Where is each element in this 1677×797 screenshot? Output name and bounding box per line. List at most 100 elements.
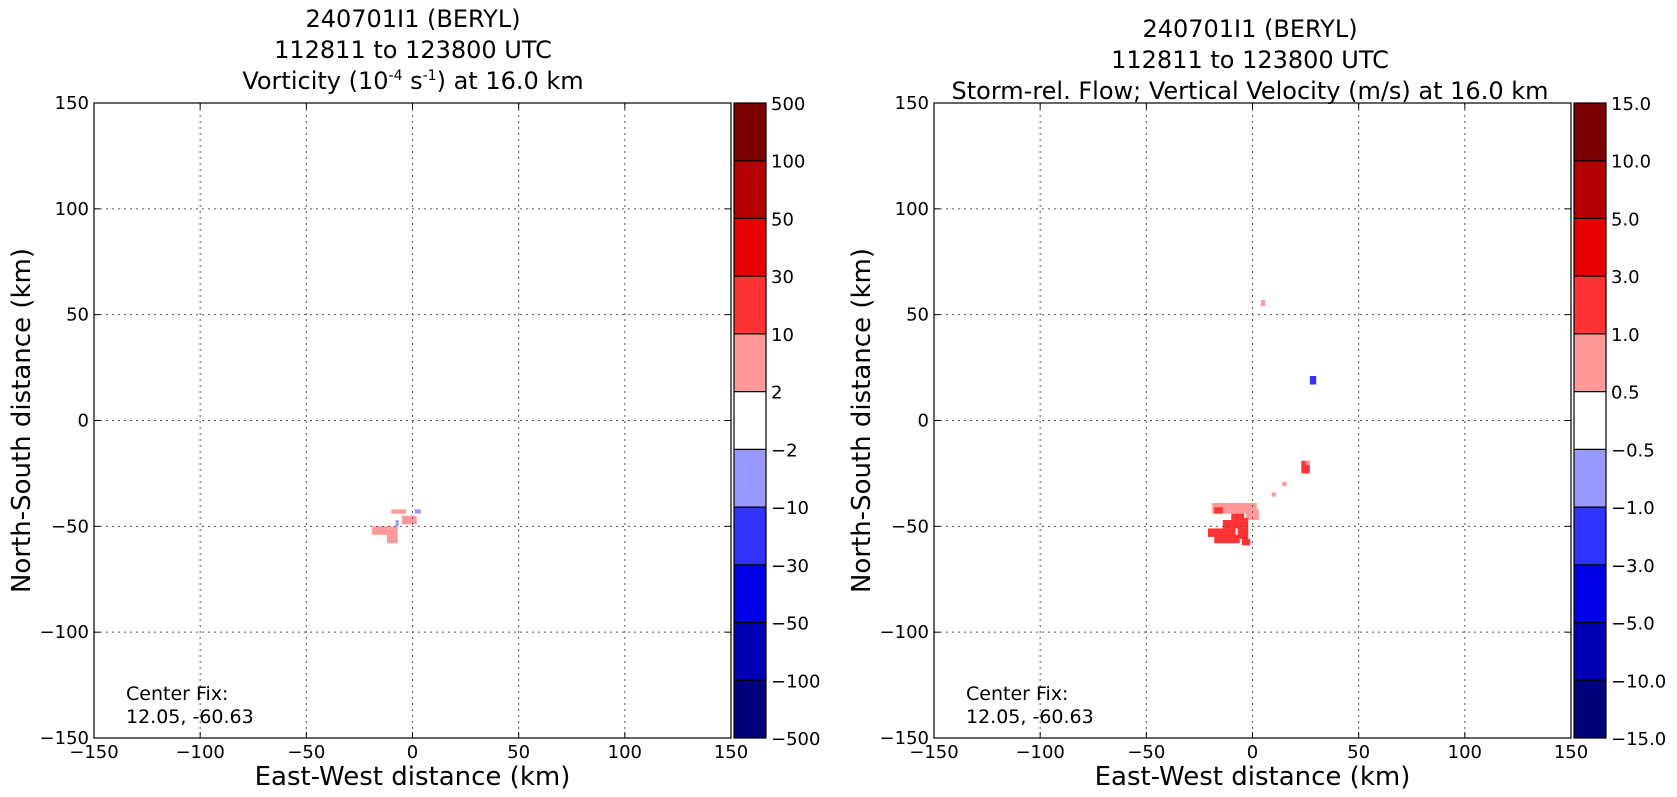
right-x-axis-label: East-West distance (km) (1095, 762, 1411, 792)
left-title-mid: s (402, 67, 423, 95)
right-data-region (1305, 460, 1310, 465)
right-chart-title: 240701I1 (BERYL) 112811 to 123800 UTC St… (930, 14, 1570, 107)
right-center-fix-text: 12.05, -60.63 (966, 706, 1094, 728)
left-title-suffix: ) at 16.0 km (436, 67, 584, 95)
left-data-region (395, 519, 399, 527)
left-center-fix-text: Center Fix: (126, 683, 228, 705)
right-data-region (1214, 507, 1223, 514)
right-y-axis-label: North-South distance (km) (847, 248, 877, 593)
left-title-line-2: 112811 to 123800 UTC (274, 36, 552, 64)
right-data-region (1222, 519, 1240, 529)
right-y-tick-label: 0 (918, 411, 929, 432)
right-colorbar-frame (1573, 102, 1607, 739)
left-x-axis-label: East-West distance (km) (255, 762, 571, 792)
right-colorbar-segment (1574, 391, 1606, 450)
left-colorbar-label: 2 (771, 383, 782, 404)
right-x-tick-label: −50 (1127, 742, 1165, 763)
left-colorbar-label: 500 (771, 94, 805, 115)
left-title-sup-1: -4 (388, 68, 403, 84)
left-x-tick-label: −50 (287, 742, 325, 763)
left-chart-title: 240701I1 (BERYL) 112811 to 123800 UTC Vo… (143, 4, 683, 97)
left-colorbar-label: −100 (771, 671, 820, 692)
right-colorbar-label: −0.5 (1611, 440, 1655, 461)
right-colorbar-segment (1574, 622, 1606, 681)
left-x-tick-label: −100 (175, 742, 224, 763)
right-colorbar-label: 15.0 (1611, 94, 1651, 115)
right-colorbar-segment (1574, 564, 1606, 623)
right-title-line-1: 240701I1 (BERYL) (1142, 15, 1358, 43)
left-title-prefix: Vorticity (10 (242, 67, 389, 95)
left-x-tick-label: 0 (407, 742, 418, 763)
right-center-fix-text: Center Fix: (966, 683, 1068, 705)
left-data-region (372, 526, 398, 535)
right-colorbar-label: 10.0 (1611, 152, 1651, 173)
right-data-region (1237, 517, 1249, 540)
left-colorbar-segment (734, 391, 766, 450)
left-colorbar-segment (734, 160, 766, 219)
right-data-region (1207, 528, 1236, 537)
left-y-tick-label: 100 (55, 199, 89, 220)
right-colorbar-label: −15.0 (1611, 729, 1666, 750)
left-colorbar-label: 30 (771, 267, 794, 288)
left-colorbar-label: 10 (771, 325, 794, 346)
right-x-tick-label: 50 (1347, 742, 1370, 763)
left-colorbar-segment (734, 218, 766, 277)
right-colorbar-label: 1.0 (1611, 325, 1640, 346)
right-title-line-3: Storm-rel. Flow; Vertical Velocity (m/s)… (951, 77, 1549, 105)
left-colorbar-segment (734, 507, 766, 565)
left-colorbar-segment (734, 564, 766, 623)
left-x-tick-label: 50 (507, 742, 530, 763)
left-y-tick-label: −100 (40, 622, 89, 643)
right-x-tick-label: 100 (1448, 742, 1482, 763)
left-data-region (401, 515, 417, 525)
right-data-region (1214, 534, 1240, 544)
right-colorbar-segment (1574, 507, 1606, 565)
right-y-tick-label: 150 (895, 93, 929, 114)
left-colorbar-segment (734, 103, 766, 161)
right-colorbar-segment (1574, 680, 1606, 738)
right-y-tick-label: 100 (895, 199, 929, 220)
right-colorbar-segment (1574, 103, 1606, 161)
right-x-tick-label: −100 (1015, 742, 1064, 763)
right-y-tick-label: −100 (880, 622, 929, 643)
left-y-axis-label: North-South distance (km) (7, 248, 37, 593)
right-x-tick-label: −150 (909, 742, 958, 763)
right-x-tick-label: 150 (1554, 742, 1588, 763)
left-colorbar-label: −2 (771, 440, 798, 461)
left-colorbar-segment (734, 449, 766, 508)
right-colorbar-label: 0.5 (1611, 383, 1640, 404)
left-colorbar-segment (734, 680, 766, 738)
right-y-tick-label: −50 (891, 516, 929, 537)
left-colorbar-label: 100 (771, 152, 805, 173)
right-data-region (1241, 539, 1251, 546)
left-title-line-1: 240701I1 (BERYL) (305, 5, 521, 33)
right-colorbar-label: −10.0 (1611, 671, 1666, 692)
right-data-region (1301, 460, 1310, 474)
left-x-tick-label: 150 (714, 742, 748, 763)
right-data-region (1309, 376, 1317, 385)
left-data-region (387, 532, 398, 544)
right-chart: −150 −100 −50 0 50 100 150 −150 −100 −50 0 50 100 150… (847, 93, 1666, 792)
left-colorbar-label: −500 (771, 729, 820, 750)
left-colorbar-label: −10 (771, 498, 809, 519)
right-x-tick-label: 0 (1247, 742, 1258, 763)
left-title-sup-2: -1 (422, 68, 437, 84)
left-y-tick-label: −50 (51, 516, 89, 537)
left-colorbar-segment (734, 276, 766, 334)
right-colorbar-segment (1574, 449, 1606, 508)
right-colorbar-label: −5.0 (1611, 614, 1655, 635)
left-y-tick-label: 0 (78, 411, 89, 432)
right-colorbar-segment (1574, 276, 1606, 334)
right-y-tick-label: 50 (906, 305, 929, 326)
right-data-region (1212, 503, 1257, 514)
left-colorbar-label: 50 (771, 209, 794, 230)
left-chart: −150 −100 −50 0 50 100 150−150−100−50050100150… (7, 93, 820, 792)
right-colorbar-segment (1574, 218, 1606, 277)
left-colorbar-frame (733, 102, 767, 739)
right-title-line-2: 112811 to 123800 UTC (1111, 46, 1389, 74)
right-data-region (1246, 509, 1259, 520)
left-colorbar-segment (734, 333, 766, 392)
right-colorbar-label: 3.0 (1611, 267, 1640, 288)
left-center-fix-text: 12.05, -60.63 (126, 706, 254, 728)
